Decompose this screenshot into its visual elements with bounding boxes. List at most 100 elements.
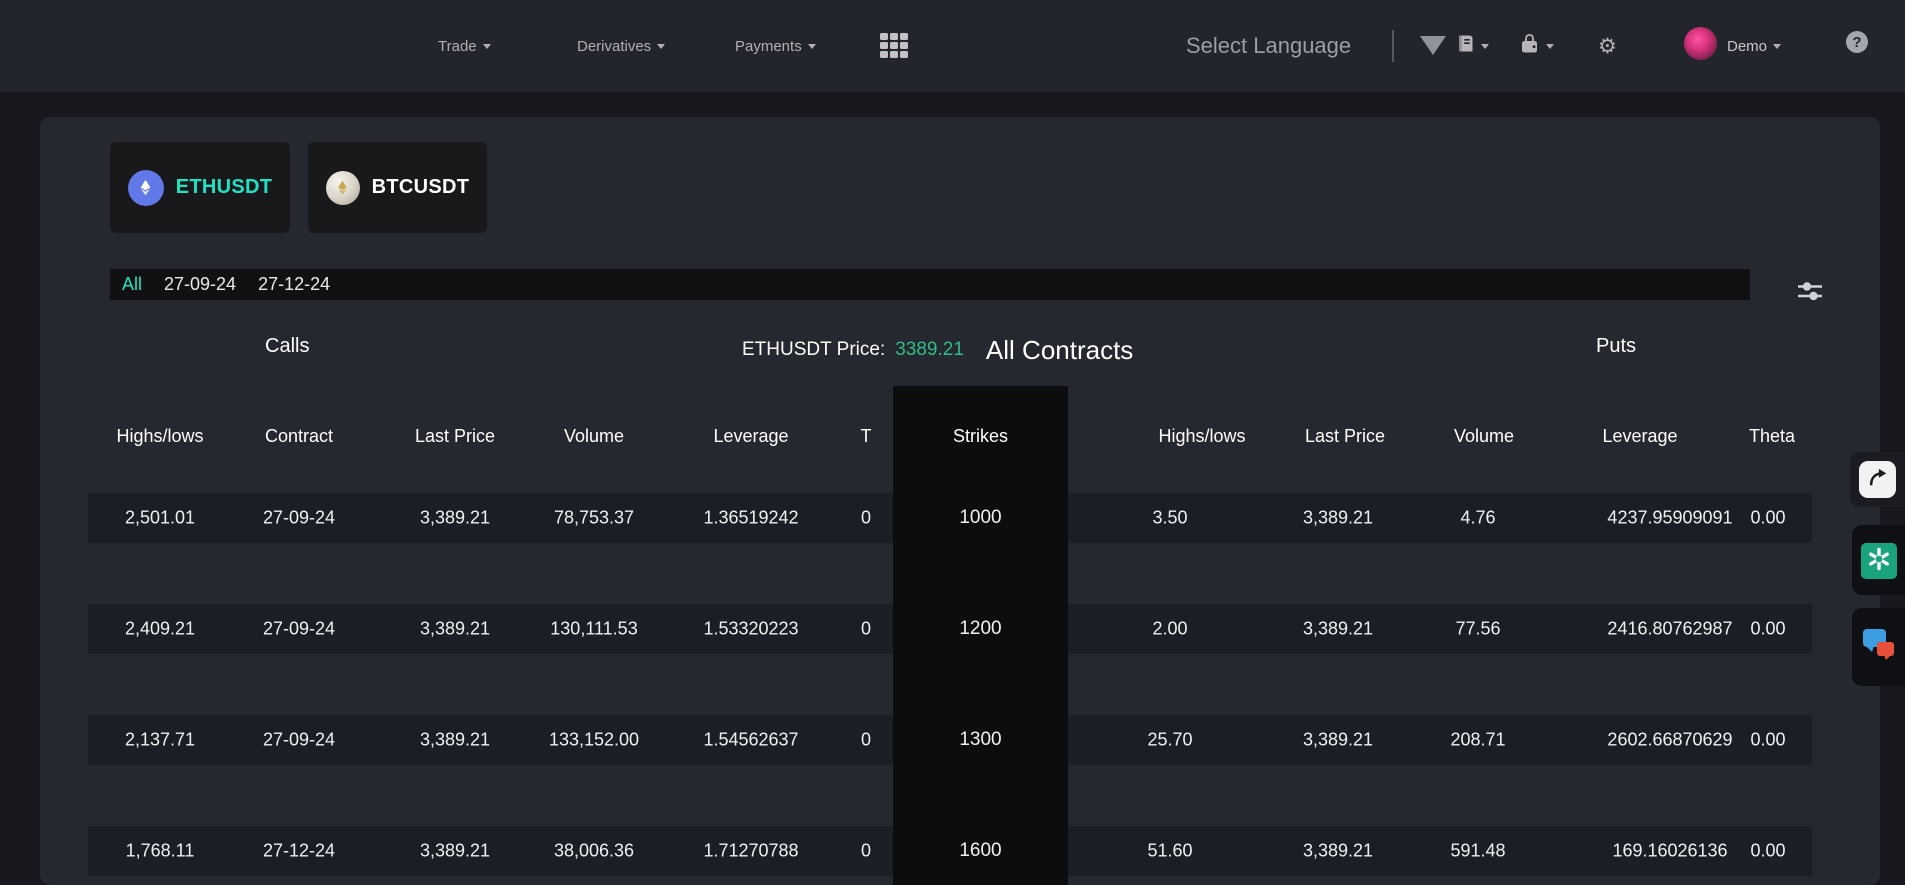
puts-volume-value: 77.56 xyxy=(1455,618,1501,639)
gear-icon: ⚙ xyxy=(1598,34,1617,58)
strike-value: 1200 xyxy=(959,618,1002,639)
tab-ethusdt[interactable]: ETHUSDT xyxy=(110,142,290,233)
chevron-down-icon xyxy=(1481,43,1489,49)
puts-header-highs-lows: Highs/lows xyxy=(1158,426,1246,446)
puts-highs-lows-value: 2.00 xyxy=(1152,618,1188,639)
calls-last-price-value: 3,389.21 xyxy=(419,618,491,639)
page-title: All Contracts xyxy=(985,334,1134,365)
puts-theta-value: 0.00 xyxy=(1750,729,1786,750)
calls-contract-value: 27-12-24 xyxy=(262,840,336,861)
calls-last-price-value: 3,389.21 xyxy=(419,507,491,528)
puts-volume-value: 4.76 xyxy=(1460,507,1496,528)
puts-header-leverage: Leverage xyxy=(1602,426,1678,446)
calls-volume-value: 130,111.53 xyxy=(550,618,638,639)
user-menu[interactable]: Demo xyxy=(1727,0,1782,92)
language-selector[interactable]: Select Language xyxy=(1186,0,1351,92)
chevron-down-icon xyxy=(657,43,666,49)
strike-value: 1300 xyxy=(959,729,1002,750)
share-button[interactable] xyxy=(1859,461,1896,498)
calls-section-label: Calls xyxy=(265,335,310,357)
puts-highs-lows-value: 51.60 xyxy=(1147,840,1193,861)
puts-theta-value: 0.00 xyxy=(1750,618,1786,639)
calls-theta-clipped-value: 0 xyxy=(860,840,872,861)
live-chat-widget xyxy=(1852,608,1905,686)
puts-leverage-value: 4237.95909091 xyxy=(1607,507,1733,528)
calls-header-last-price: Last Price xyxy=(414,426,496,446)
chat-button[interactable] xyxy=(1862,628,1898,666)
nav-menu-derivatives[interactable]: Derivatives xyxy=(577,0,666,92)
puts-header-last-price: Last Price xyxy=(1304,426,1386,446)
puts-last-price-value: 3,389.21 xyxy=(1302,618,1374,639)
filter-27-12-24[interactable]: 27-12-24 xyxy=(258,274,331,294)
puts-header-volume: Volume xyxy=(1453,426,1515,446)
calls-leverage-value: 1.71270788 xyxy=(703,840,799,861)
puts-highs-lows-value: 3.50 xyxy=(1152,507,1188,528)
puts-header-theta: Theta xyxy=(1748,426,1796,446)
puts-last-price-value: 3,389.21 xyxy=(1302,729,1374,750)
help-icon[interactable]: ? xyxy=(1846,31,1868,53)
calls-last-price-value: 3,389.21 xyxy=(419,729,491,750)
puts-leverage-value: 169.16026136 xyxy=(1612,840,1728,861)
chevron-down-icon xyxy=(807,43,816,49)
puts-leverage-value: 2416.80762987 xyxy=(1607,618,1733,639)
nav-menu-trade[interactable]: Trade xyxy=(438,0,491,92)
calls-contract-value: 27-09-24 xyxy=(262,618,336,639)
calls-volume-value: 78,753.37 xyxy=(553,507,635,528)
language-dropdown-triangle-icon[interactable] xyxy=(1420,36,1446,55)
filter-settings-icon[interactable] xyxy=(1796,278,1824,304)
btc-coin-icon xyxy=(325,170,360,205)
strike-value: 1600 xyxy=(959,840,1002,861)
puts-last-price-value: 3,389.21 xyxy=(1302,840,1374,861)
calls-highs-lows-value: 2,501.01 xyxy=(124,507,196,528)
tab-btcusdt[interactable]: BTCUSDT xyxy=(308,142,487,233)
chevron-down-icon xyxy=(482,43,491,49)
share-arrow-icon xyxy=(1866,466,1889,493)
calls-highs-lows-value: 2,409.21 xyxy=(124,618,196,639)
price-value: 3389.21 xyxy=(895,339,964,360)
share-widget xyxy=(1850,452,1905,507)
calls-theta-clipped-value: 0 xyxy=(860,618,872,639)
settings-menu[interactable]: ⚙ xyxy=(1598,0,1617,92)
puts-theta-value: 0.00 xyxy=(1750,840,1786,861)
eth-icon xyxy=(127,169,164,206)
puts-volume-value: 208.71 xyxy=(1450,729,1506,750)
nav-menu-trade-label: Trade xyxy=(438,37,477,55)
strike-value: 1000 xyxy=(959,507,1002,528)
filter-all[interactable]: All xyxy=(122,274,143,294)
calls-header-theta-clipped: T xyxy=(860,426,872,446)
chatgpt-widget xyxy=(1852,525,1905,595)
chatgpt-button[interactable] xyxy=(1861,543,1897,579)
puts-last-price-value: 3,389.21 xyxy=(1302,507,1374,528)
puts-section-label: Puts xyxy=(1596,335,1637,357)
calls-header-contract: Contract xyxy=(264,426,334,446)
puts-theta-value: 0.00 xyxy=(1750,507,1786,528)
orders-book-icon xyxy=(1455,34,1475,58)
calls-header-highs-lows: Highs/lows xyxy=(116,426,204,446)
language-selector-label: Select Language xyxy=(1186,33,1352,58)
chat-bubble-icon xyxy=(1877,642,1894,660)
calls-last-price-value: 3,389.21 xyxy=(419,840,491,861)
nav-menu-payments-label: Payments xyxy=(735,37,802,55)
user-menu-label: Demo xyxy=(1727,37,1768,55)
filter-27-09-24[interactable]: 27-09-24 xyxy=(164,274,237,294)
calls-theta-clipped-value: 0 xyxy=(860,729,872,750)
wallet-lock-icon xyxy=(1519,33,1540,60)
chevron-down-icon xyxy=(1773,43,1782,49)
calls-contract-value: 27-09-24 xyxy=(262,729,336,750)
calls-volume-value: 38,006.36 xyxy=(553,840,635,861)
price-label: ETHUSDT Price: xyxy=(742,339,886,360)
calls-leverage-value: 1.54562637 xyxy=(703,729,799,750)
wallet-menu[interactable] xyxy=(1519,0,1554,92)
calls-highs-lows-value: 2,137.71 xyxy=(124,729,196,750)
calls-header-leverage: Leverage xyxy=(713,426,789,446)
apps-grid-icon[interactable] xyxy=(880,33,910,60)
calls-contract-value: 27-09-24 xyxy=(262,507,336,528)
puts-leverage-value: 2602.66870629 xyxy=(1607,729,1733,750)
calls-leverage-value: 1.36519242 xyxy=(703,507,799,528)
top-navbar: Trade Derivatives Payments Select Langua… xyxy=(0,0,1905,92)
puts-highs-lows-value: 25.70 xyxy=(1147,729,1193,750)
orders-book-menu[interactable] xyxy=(1455,0,1489,92)
nav-menu-payments[interactable]: Payments xyxy=(735,0,816,92)
avatar[interactable] xyxy=(1684,27,1717,60)
